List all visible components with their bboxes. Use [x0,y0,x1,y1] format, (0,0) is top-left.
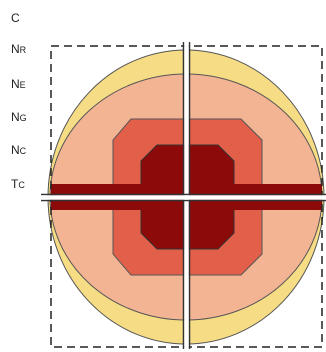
label-n-g-text: N [11,110,20,124]
label-c: C [11,11,20,26]
label-n-e-text: N [11,77,20,91]
label-t-c: TC [11,177,25,192]
label-n-r-text: N [11,42,20,56]
label-t-c-text: T [11,177,19,191]
label-n-r-sub: R [19,45,27,55]
label-n-e: NE [11,77,26,92]
label-n-g-sub: G [19,113,27,123]
label-c-text: C [11,11,20,25]
label-n-c-sub: C [19,146,27,156]
label-n-c: NC [11,143,26,158]
label-n-c-text: N [11,143,20,157]
label-n-e-sub: E [19,80,26,90]
label-t-c-sub: C [18,180,25,190]
label-n-g: NG [11,110,27,125]
horizontal-divider-gap [41,195,326,200]
label-n-r: NR [11,42,26,57]
